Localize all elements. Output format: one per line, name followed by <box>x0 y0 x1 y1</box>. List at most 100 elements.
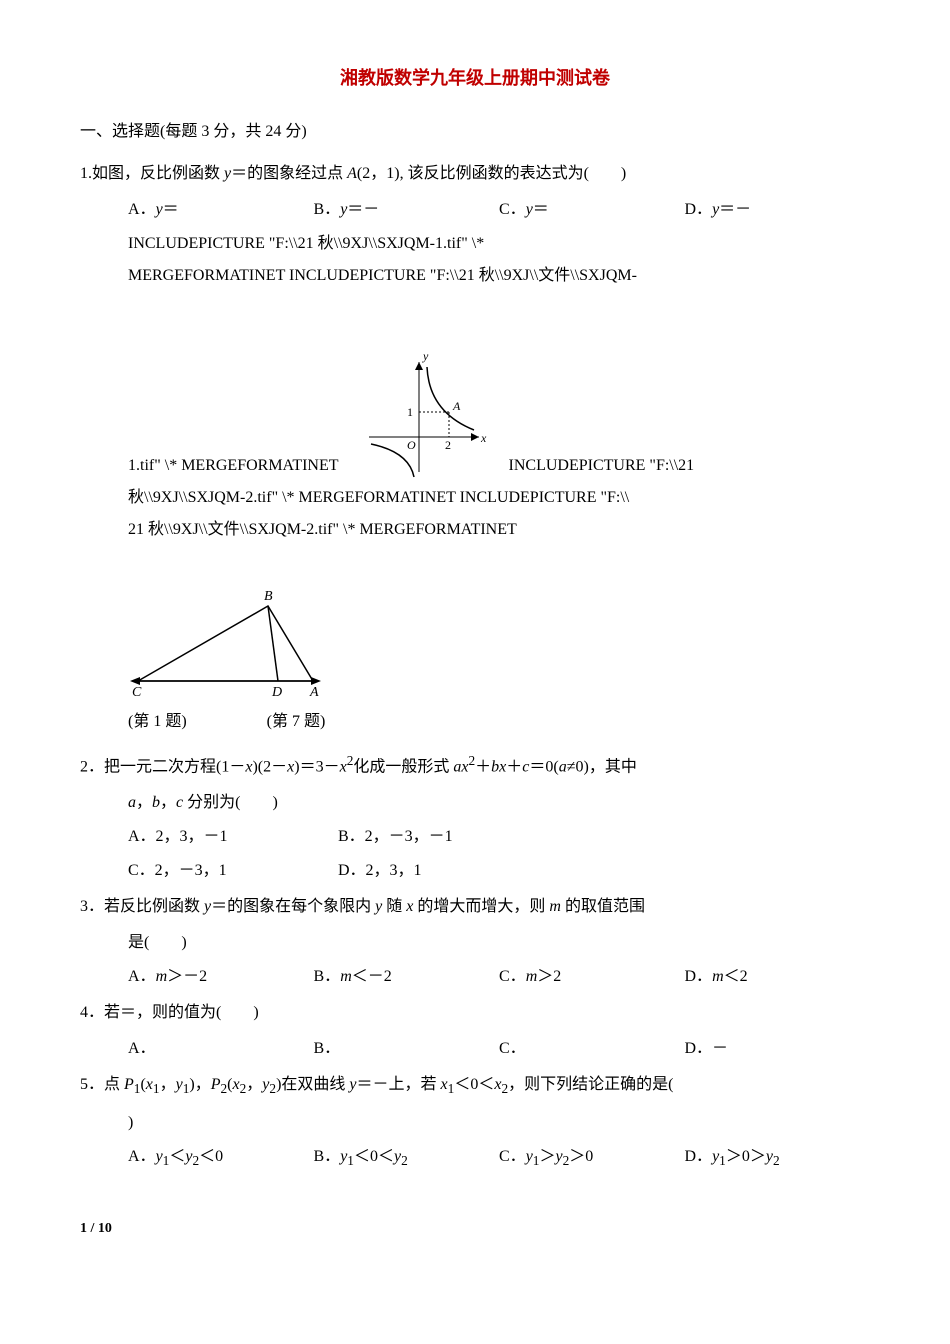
q5-stem: 5．点 P1(x1，y1)，P2(x2，y2)在双曲线 y＝－上，若 x1＜0＜… <box>80 1069 870 1103</box>
q1-text-a: 1.如图，反比例函数 <box>80 165 224 182</box>
q3-opt-c: C．m＞2 <box>499 961 685 993</box>
q2-opts-row1: A．2，3，－1 B．2，－3，－1 <box>80 821 548 853</box>
q1-opt-d: D．y＝－ <box>685 194 871 226</box>
q3-opt-d: D．m＜2 <box>685 961 871 993</box>
page-number: 1 / 10 <box>80 1215 870 1243</box>
q5-opt-b: B．y1＜0＜y2 <box>314 1141 500 1175</box>
fig1-tick-1: 1 <box>407 405 413 419</box>
q1-opt-c: C．y＝ <box>499 194 685 226</box>
q5-g: )在双曲线 <box>276 1076 349 1093</box>
sub1: 1 <box>719 1153 726 1168</box>
q5-options: A．y1＜y2＜0 B．y1＜0＜y2 C．y1＞y2＞0 D．y1＞0＞y2 <box>80 1141 870 1175</box>
q5-opt-d: D．y1＞0＞y2 <box>685 1141 871 1175</box>
q3D-pre: D． <box>685 968 713 985</box>
q2-b: )(2－ <box>252 758 287 775</box>
q1-optB-post: ＝－ <box>347 201 379 218</box>
q2-f: ＋ <box>506 758 522 775</box>
q2-a: 2．把一元二次方程(1－ <box>80 758 245 775</box>
var-m: m <box>526 968 538 985</box>
q2-h: ≠0)，其中 <box>567 758 637 775</box>
q1-opt-b: B．y＝－ <box>314 194 500 226</box>
q1-stem: 1.如图，反比例函数 y＝的图象经过点 A(2，1), 该反比例函数的表达式为(… <box>80 158 870 190</box>
q2-d: 化成一般形式 <box>353 758 453 775</box>
q3-options: A．m＞－2 B．m＜－2 C．m＞2 D．m＜2 <box>80 961 870 993</box>
q1-optD-post: ＝－ <box>719 201 751 218</box>
q3B-pre: B． <box>314 968 341 985</box>
q5-i: ＜0＜ <box>454 1076 494 1093</box>
q3-line2: 是( ) <box>80 927 870 959</box>
q3-a: 3．若反比例函数 <box>80 898 204 915</box>
q2-opt-c: C．2，－3，1 <box>128 855 338 887</box>
var-bx: bx <box>491 758 506 775</box>
sub2: 2 <box>401 1153 408 1168</box>
q5-opt-c: C．y1＞y2＞0 <box>499 1141 685 1175</box>
q5-line2: ) <box>80 1107 870 1139</box>
fig2-label-B: B <box>264 589 273 604</box>
var-b: b <box>152 794 160 811</box>
fig1-wrap: y x O 1 2 A <box>359 352 489 482</box>
q3-c: 随 <box>382 898 406 915</box>
fig1-label-O: O <box>407 438 416 452</box>
q2-l2b: ， <box>160 794 176 811</box>
q5-h: ＝－上，若 <box>357 1076 441 1093</box>
var-y: y <box>526 201 533 218</box>
q1-optC-pre: C． <box>499 201 526 218</box>
q5-f: ， <box>246 1076 262 1093</box>
q2-opt-a: A．2，3，－1 <box>128 821 338 853</box>
sub1: 1 <box>347 1153 354 1168</box>
q3B-post: ＜－2 <box>352 968 392 985</box>
figure-2-wrap: B C D A <box>128 586 870 696</box>
q3-d: 的增大而增大，则 <box>413 898 549 915</box>
pt-A: A <box>347 165 357 182</box>
q5B-pre: B． <box>314 1148 341 1165</box>
q3-opt-a: A．m＞－2 <box>128 961 314 993</box>
var-a: a <box>128 794 136 811</box>
q4-opt-a: A． <box>128 1033 314 1065</box>
q1-optD-pre: D． <box>685 201 713 218</box>
q3A-post: ＞－2 <box>167 968 207 985</box>
q2-opt-b: B．2，－3，－1 <box>338 821 548 853</box>
var-x1: x <box>146 1076 153 1093</box>
q5C-pre: C． <box>499 1148 526 1165</box>
q5A-mid: ＜ <box>169 1148 185 1165</box>
sub2: 2 <box>773 1153 780 1168</box>
var-y1: y <box>156 1148 163 1165</box>
q4-opt-d: D．－ <box>685 1033 871 1065</box>
q1-text-c: (2，1), 该反比例函数的表达式为( ) <box>357 165 626 182</box>
q2-l2a: ， <box>136 794 152 811</box>
q4-options: A． B． C． D．－ <box>80 1033 870 1065</box>
q1-inc3a: 1.tif" \* MERGEFORMATINET <box>128 450 339 482</box>
figure-1-graph: y x O 1 2 A <box>359 352 489 482</box>
fig1-label-y: y <box>422 352 429 363</box>
q4-opt-b: B． <box>314 1033 500 1065</box>
q5-opt-a: A．y1＜y2＜0 <box>128 1141 314 1175</box>
fig2-label-D: D <box>271 685 282 696</box>
q4-stem: 4．若＝，则的值为( ) <box>80 997 870 1029</box>
section-header: 一、选择题(每题 3 分，共 24 分) <box>80 116 870 148</box>
q1-inc1: INCLUDEPICTURE "F:\\21 秋\\9XJ\\SXJQM-1.t… <box>80 228 870 260</box>
var-y1: y <box>526 1148 533 1165</box>
q2-opts-row2: C．2，－3，1 D．2，3，1 <box>80 855 548 887</box>
q4-opt-c: C． <box>499 1033 685 1065</box>
var-m: m <box>712 968 724 985</box>
fig1-label-A: A <box>452 399 461 413</box>
q1-optC-post: ＝ <box>533 201 549 218</box>
var-x2: x <box>233 1076 240 1093</box>
q5-d: )， <box>189 1076 210 1093</box>
figure-labels: (第 1 题) (第 7 题) <box>80 706 870 738</box>
q1-inc5: 21 秋\\9XJ\\文件\\SXJQM-2.tif" \* MERGEFORM… <box>80 514 870 546</box>
fig1-tick-2: 2 <box>445 438 451 452</box>
q3A-pre: A． <box>128 968 156 985</box>
var-a: a <box>559 758 567 775</box>
var-y2: y <box>766 1148 773 1165</box>
q3C-pre: C． <box>499 968 526 985</box>
q3C-post: ＞2 <box>537 968 561 985</box>
q1-optA-post: ＝ <box>163 201 179 218</box>
q5A-pre: A． <box>128 1148 156 1165</box>
q1-inc3b: INCLUDEPICTURE "F:\\21 <box>509 450 695 482</box>
q2-line2: a，b，c 分别为( ) <box>80 787 870 819</box>
sub1: 1 <box>153 1082 160 1097</box>
var-m: m <box>549 898 561 915</box>
q5D-pre: D． <box>685 1148 713 1165</box>
var-ax2: ax <box>453 758 468 775</box>
